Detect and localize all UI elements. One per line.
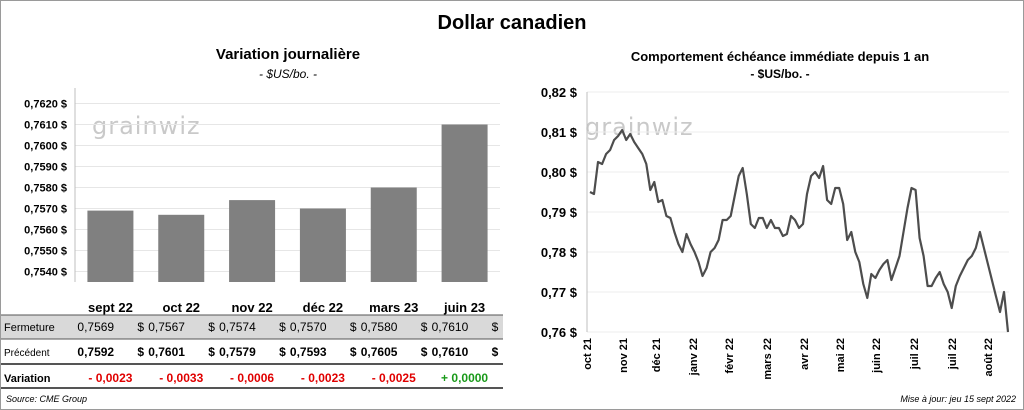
x-tick-label: oct 22 [162, 300, 200, 315]
table-band [1, 315, 503, 339]
y-tick-label: 0,7620 $ [24, 99, 67, 111]
x-tick-label: nov 22 [231, 300, 272, 315]
y-tick-label: 0,7610 $ [24, 120, 67, 132]
table-cell: 0,7580 [361, 320, 398, 334]
y-tick-label: 0,7580 $ [24, 183, 67, 195]
table-row-label: Variation [4, 373, 51, 385]
bar [87, 210, 134, 282]
table-cell: 0,7574 [219, 320, 256, 334]
watermark-logo-right: grainwiz [585, 113, 694, 141]
table-currency: $ [279, 320, 286, 334]
table-cell: + 0,0000 [441, 371, 488, 385]
table-cell: 0,7592 [77, 345, 114, 359]
bar [229, 200, 276, 282]
table-row-label: Fermeture [4, 322, 55, 334]
table-currency: $ [350, 320, 357, 334]
left-bar-chart: 0,7620 $0,7610 $0,7600 $0,7590 $0,7580 $… [1, 88, 503, 389]
x-tick-label: nov 21 [618, 338, 630, 373]
y-tick-label: 0,7540 $ [24, 267, 67, 279]
table-cell: 0,7593 [290, 345, 327, 359]
x-tick-label: janv 22 [688, 338, 700, 376]
x-tick-label: déc 22 [303, 300, 343, 315]
table-row-label: Précédent [4, 348, 50, 359]
table-cell: - 0,0006 [230, 371, 274, 385]
x-tick-label: juil 22 [909, 338, 921, 370]
table-cell: - 0,0023 [88, 371, 132, 385]
x-tick-label: août 22 [983, 338, 995, 377]
table-currency: $ [208, 320, 215, 334]
right-chart-title: Comportement échéance immédiate depuis 1… [630, 49, 930, 64]
table-currency: $ [350, 345, 357, 359]
table-cell: - 0,0025 [372, 371, 416, 385]
x-tick-label: oct 21 [582, 338, 594, 370]
y-tick-label: 0,7550 $ [24, 246, 67, 258]
bar [370, 187, 417, 282]
update-note: Mise à jour: jeu 15 sept 2022 [900, 394, 1016, 404]
series-line [589, 128, 1010, 333]
table-currency: $ [137, 320, 144, 334]
table-cell: - 0,0023 [301, 371, 345, 385]
y-tick-label: 0,7590 $ [24, 162, 67, 174]
table-currency: $ [421, 345, 428, 359]
y-tick-label: 0,7560 $ [24, 225, 67, 237]
table-cell: 0,7570 [290, 320, 327, 334]
y-tick-label: 0,81 $ [541, 125, 578, 140]
x-tick-label: mai 22 [835, 338, 847, 372]
table-cell: 0,7601 [148, 345, 185, 359]
y-tick-label: 0,80 $ [541, 165, 578, 180]
x-tick-label: déc 21 [651, 338, 663, 372]
watermark-logo: grainwiz [92, 112, 201, 140]
bar [158, 214, 205, 282]
x-tick-label: sept 22 [88, 300, 133, 315]
table-currency: $ [279, 345, 286, 359]
x-tick-label: juin 23 [443, 300, 485, 315]
x-tick-label: juin 22 [871, 338, 883, 374]
table-currency: $ [208, 345, 215, 359]
source-note: Source: CME Group [6, 394, 88, 404]
table-currency: $ [137, 345, 144, 359]
x-tick-label: juil 22 [947, 338, 959, 370]
page-title: Dollar canadien [437, 12, 587, 34]
table-cell: 0,7579 [219, 345, 256, 359]
y-tick-label: 0,7570 $ [24, 204, 67, 216]
table-cell: 0,7605 [361, 345, 398, 359]
table-cell: 0,7567 [148, 320, 185, 334]
bar [299, 208, 346, 282]
table-cell: 0,7569 [77, 320, 114, 334]
x-tick-label: avr 22 [799, 338, 811, 370]
left-chart-subtitle: - $US/bo. - [258, 67, 318, 81]
x-tick-label: mars 23 [369, 300, 418, 315]
y-tick-label: 0,79 $ [541, 205, 578, 220]
table-cell: - 0,0033 [159, 371, 203, 385]
x-tick-label: mars 22 [762, 338, 774, 380]
y-tick-label: 0,76 $ [541, 325, 578, 340]
table-currency: $ [492, 345, 499, 359]
table-currency: $ [492, 320, 499, 334]
y-tick-label: 0,7600 $ [24, 141, 67, 153]
y-tick-label: 0,78 $ [541, 245, 578, 260]
left-chart-title: Variation journalière [215, 46, 361, 63]
y-tick-label: 0,77 $ [541, 285, 578, 300]
right-line-chart: 0,82 $ 0,81 $ 0,80 $ 0,79 $ 0,78 $ 0,77 $ 0,76… [541, 85, 1010, 380]
table-cell: 0,7610 [432, 345, 469, 359]
right-chart-subtitle: - $US/bo. - [750, 67, 810, 81]
table-currency: $ [421, 320, 428, 334]
y-tick-label: 0,82 $ [541, 85, 578, 100]
x-tick-label: févr 22 [724, 338, 736, 373]
bar [441, 124, 488, 282]
table-cell: 0,7610 [432, 320, 469, 334]
